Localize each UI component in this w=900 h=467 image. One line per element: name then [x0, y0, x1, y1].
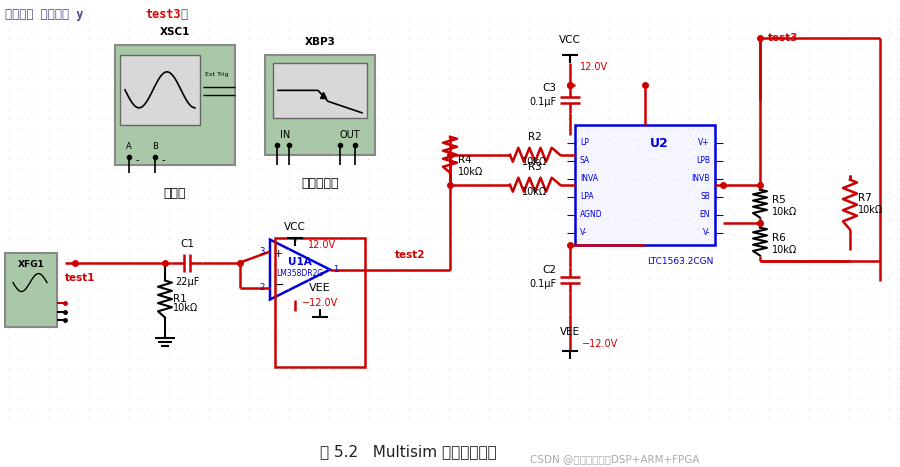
Text: OUT: OUT — [339, 130, 360, 140]
Text: VCC: VCC — [284, 222, 306, 232]
Text: test3: test3 — [768, 33, 798, 43]
Text: SA: SA — [580, 156, 590, 165]
FancyBboxPatch shape — [265, 55, 375, 155]
Text: test3: test3 — [145, 8, 181, 21]
Text: A: A — [126, 142, 132, 151]
Text: +: + — [274, 248, 284, 259]
Text: 示波器: 示波器 — [164, 187, 186, 200]
Text: V-: V- — [703, 228, 710, 237]
Text: −: − — [274, 279, 284, 292]
Text: R5: R5 — [772, 195, 786, 205]
Text: EN: EN — [699, 210, 710, 219]
Text: test1: test1 — [65, 273, 95, 283]
Text: 1: 1 — [333, 265, 338, 274]
Text: 10kΩ: 10kΩ — [858, 205, 883, 215]
FancyBboxPatch shape — [5, 253, 57, 327]
Text: −12.0V: −12.0V — [302, 297, 338, 307]
Text: CSDN @深圳信迈科技DSP+ARM+FPGA: CSDN @深圳信迈科技DSP+ARM+FPGA — [530, 454, 699, 464]
Text: IN: IN — [280, 130, 290, 140]
Text: XSC1: XSC1 — [160, 27, 190, 37]
Text: 3: 3 — [259, 247, 265, 256]
Text: -: - — [135, 155, 139, 165]
Text: R1: R1 — [173, 294, 187, 304]
Text: 0.1μF: 0.1μF — [529, 97, 556, 107]
Text: R6: R6 — [772, 233, 786, 243]
Text: 波特测试仪: 波特测试仪 — [302, 177, 338, 190]
Text: INVA: INVA — [580, 174, 598, 183]
Text: 组量滤波 电路的信 y: 组量滤波 电路的信 y — [5, 8, 91, 21]
Text: test2: test2 — [395, 249, 426, 260]
Text: XFG1: XFG1 — [18, 260, 44, 269]
Text: C3: C3 — [542, 83, 556, 93]
Text: SB: SB — [700, 192, 710, 201]
Text: LTC1563.2CGN: LTC1563.2CGN — [646, 256, 713, 266]
Text: R4: R4 — [458, 155, 472, 165]
Text: U2: U2 — [650, 137, 669, 150]
Text: 22μF: 22μF — [175, 276, 199, 287]
Text: V-: V- — [580, 228, 588, 237]
Text: 图 5.2   Multisim 仿真模型搭建: 图 5.2 Multisim 仿真模型搭建 — [320, 444, 497, 459]
Text: Ext Trig: Ext Trig — [205, 72, 229, 78]
Text: 2: 2 — [260, 283, 265, 292]
Text: R3: R3 — [528, 162, 542, 172]
Text: LP: LP — [580, 138, 589, 147]
Text: LPA: LPA — [580, 192, 594, 201]
Text: VEE: VEE — [560, 327, 580, 338]
Text: XBP3: XBP3 — [304, 37, 336, 47]
FancyBboxPatch shape — [120, 55, 200, 125]
Text: B: B — [152, 142, 158, 151]
Text: 12.0V: 12.0V — [308, 240, 336, 249]
Text: −12.0V: −12.0V — [582, 340, 618, 349]
FancyBboxPatch shape — [115, 45, 235, 165]
Text: VEE: VEE — [310, 283, 331, 292]
Text: 10kΩ: 10kΩ — [522, 187, 547, 197]
Text: LPB: LPB — [696, 156, 710, 165]
Text: R2: R2 — [528, 132, 542, 142]
Text: C2: C2 — [542, 265, 556, 275]
Text: 0.1μF: 0.1μF — [529, 278, 556, 289]
Text: C1: C1 — [180, 239, 194, 248]
FancyBboxPatch shape — [273, 63, 367, 118]
Text: 。: 。 — [180, 8, 187, 21]
Text: 10kΩ: 10kΩ — [522, 157, 547, 167]
Text: INVB: INVB — [691, 174, 710, 183]
Text: 10kΩ: 10kΩ — [458, 167, 483, 177]
Text: R7: R7 — [858, 193, 872, 203]
Text: -: - — [161, 155, 165, 165]
Text: 10kΩ: 10kΩ — [772, 245, 797, 255]
Text: V+: V+ — [698, 138, 710, 147]
Text: 10kΩ: 10kΩ — [173, 304, 198, 313]
Text: LM358DR2G: LM358DR2G — [276, 269, 324, 278]
Text: 12.0V: 12.0V — [580, 62, 608, 72]
FancyBboxPatch shape — [575, 125, 715, 245]
Text: 10kΩ: 10kΩ — [772, 207, 797, 217]
Text: AGND: AGND — [580, 210, 603, 219]
Text: VCC: VCC — [559, 35, 580, 45]
Text: U1A: U1A — [288, 256, 312, 267]
